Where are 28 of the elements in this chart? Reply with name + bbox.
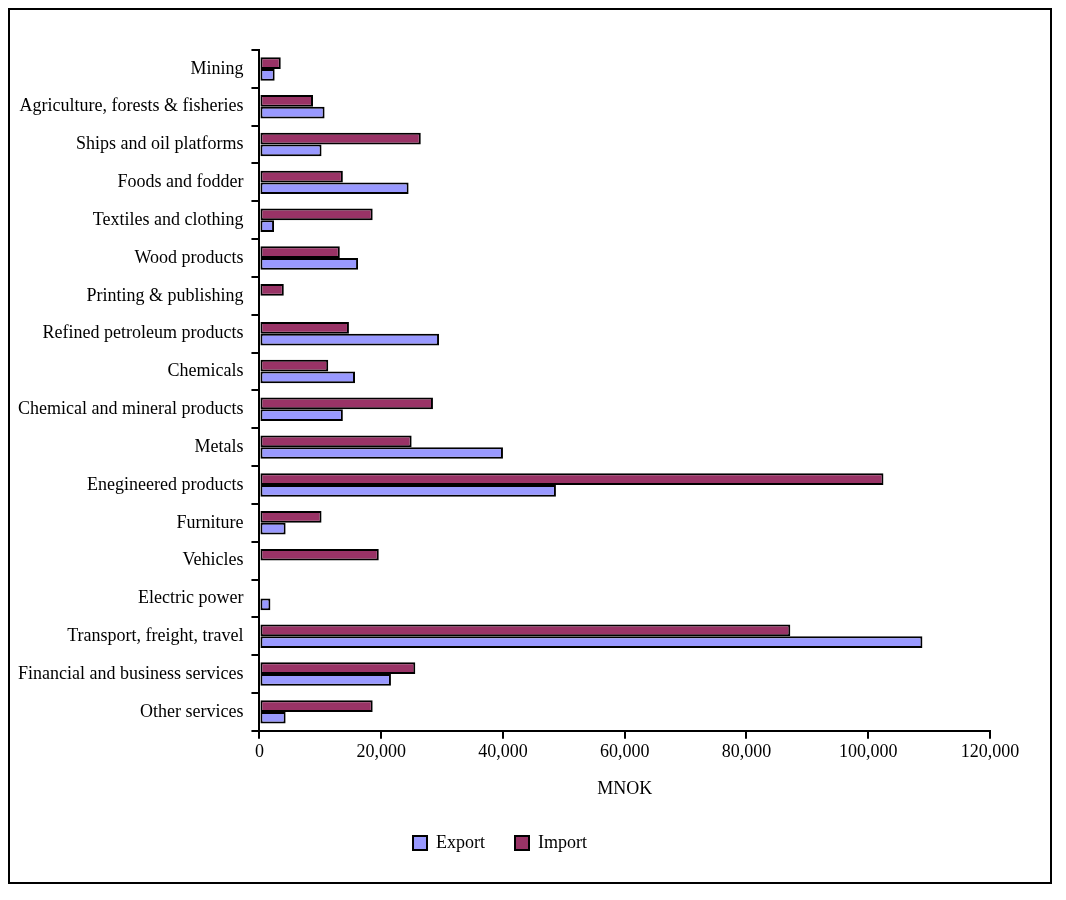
legend-label: Import [538, 831, 587, 852]
x-axis-title: MNOK [597, 777, 653, 798]
y-tick-label: Ships and oil platforms [75, 133, 244, 154]
y-tick-label: Enegineered products [87, 473, 244, 494]
legend-label: Export [436, 831, 486, 852]
x-tick-label: 100,000 [838, 741, 898, 762]
x-tick-label: 120,000 [960, 741, 1020, 762]
x-tick-label: 60,000 [599, 741, 650, 762]
y-tick-label: Vehicles [182, 549, 244, 570]
y-tick-label: Agriculture, forests & fisheries [19, 95, 244, 116]
y-tick-label: Mining [190, 57, 244, 78]
y-tick-label: Printing & publishing [86, 284, 244, 305]
y-tick-label: Chemicals [167, 360, 244, 381]
y-tick-label: Financial and business services [18, 662, 244, 683]
x-tick-label: 80,000 [721, 741, 772, 762]
y-tick-label: Electric power [138, 587, 244, 608]
y-tick-label: Chemical and mineral products [18, 398, 244, 419]
y-tick-label: Metals [194, 435, 244, 456]
y-tick-label: Furniture [176, 511, 244, 532]
y-tick-label: Transport, freight, travel [67, 624, 244, 645]
y-tick-label: Refined petroleum products [42, 322, 244, 343]
y-tick-label: Textiles and clothing [92, 208, 244, 229]
x-tick-label: 40,000 [478, 741, 528, 762]
y-tick-label: Wood products [134, 246, 244, 267]
x-tick-label: 20,000 [356, 741, 406, 762]
y-tick-label: Foods and fodder [117, 171, 244, 192]
x-tick-label: 0 [254, 741, 264, 762]
y-tick-label: Other services [139, 700, 244, 721]
